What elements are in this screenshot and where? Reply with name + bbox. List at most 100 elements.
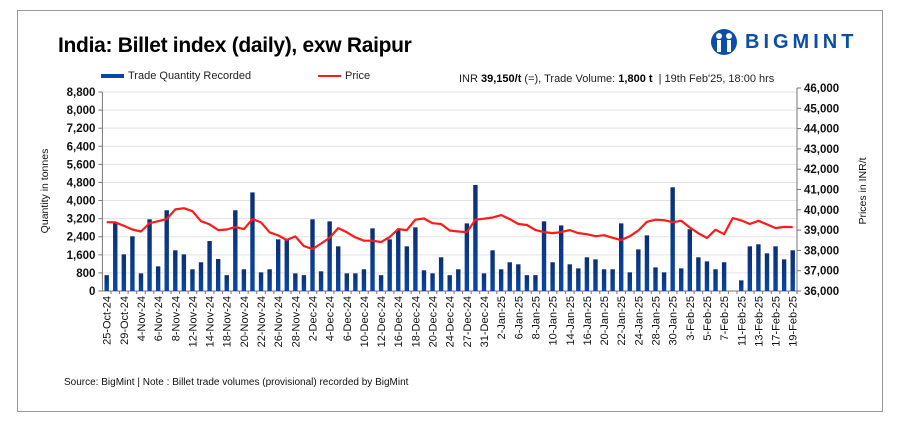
bar (773, 246, 778, 291)
x-tick-label: 12-Dec-24 (376, 296, 388, 347)
y2-tick-label: 36,000 (804, 286, 839, 298)
x-tick-label: 3-Feb-25 (685, 296, 697, 341)
bar (713, 269, 718, 291)
x-tick-label: 19-Feb-25 (788, 296, 800, 347)
info-price: 39,150/t (481, 73, 522, 85)
x-tick-label: 24-Dec-24 (445, 296, 457, 347)
bar (181, 254, 187, 291)
bar (627, 272, 632, 291)
bar (378, 275, 384, 291)
bigmint-logo-icon (711, 29, 737, 55)
bar (250, 192, 255, 291)
bar (481, 273, 487, 291)
bar (558, 225, 564, 291)
bar (447, 275, 452, 291)
bar (275, 239, 281, 291)
legend-swatch-line (318, 75, 341, 77)
bar (138, 273, 144, 291)
x-tick-label: 2-Jan-25 (496, 296, 508, 339)
legend-item-price: Price (318, 70, 370, 82)
bar (790, 250, 795, 291)
y2-axis-title: Prices in INR/t (857, 157, 869, 224)
y-tick-label: 800 (76, 268, 95, 280)
bar (396, 230, 401, 291)
bar (284, 239, 289, 291)
bar (550, 262, 555, 291)
x-tick-label: 22-Jan-25 (616, 296, 628, 346)
x-tick-label: 5-Feb-25 (702, 296, 714, 341)
bar (113, 222, 118, 291)
x-tick-label: 8-Jan-25 (530, 296, 542, 339)
bar (516, 264, 521, 291)
x-tick-label: 20-Dec-24 (428, 296, 440, 347)
bar (121, 254, 127, 291)
y2-tick-label: 42,000 (804, 164, 839, 176)
bar (310, 219, 315, 291)
bar (233, 210, 238, 291)
bar (524, 275, 530, 291)
bar (653, 267, 658, 291)
bar (301, 275, 307, 291)
bar (438, 257, 444, 291)
bar (361, 269, 367, 291)
y-axis-title: Quantity in tonnes (39, 149, 51, 234)
bar (430, 273, 435, 291)
bar (679, 268, 684, 291)
y2-tick-label: 43,000 (804, 144, 839, 156)
bar (610, 269, 615, 291)
bar (318, 271, 324, 291)
x-tick-label: 14-Nov-24 (205, 296, 217, 347)
y2-tick-label: 41,000 (804, 185, 839, 197)
info-change: (=), Trade Volume: (521, 73, 619, 85)
bar (533, 275, 538, 291)
y2-tick-label: 45,000 (804, 103, 839, 115)
bar (473, 184, 478, 291)
bar (173, 250, 178, 291)
info-prefix: INR (459, 73, 481, 85)
x-tick-label: 8-Nov-24 (170, 296, 182, 341)
x-tick-label: 7-Feb-25 (719, 296, 731, 341)
bar (541, 221, 547, 291)
bar (756, 244, 761, 291)
x-tick-label: 6-Dec-24 (342, 296, 354, 341)
bar (155, 266, 161, 291)
price-summary: INR 39,150/t (=), Trade Volume: 1,800 t … (459, 73, 774, 85)
bar (721, 262, 727, 291)
bar (353, 273, 358, 291)
x-tick-label: 27-Dec-24 (462, 296, 474, 347)
x-tick-label: 20-Nov-24 (239, 296, 251, 347)
info-date: | 19th Feb'25, 18:00 hrs (652, 73, 775, 85)
source-note: Source: BigMint | Note : Billet trade vo… (64, 377, 409, 388)
x-tick-label: 22-Nov-24 (256, 296, 268, 347)
bar (370, 228, 375, 291)
legend-label: Price (345, 70, 371, 82)
bar (293, 273, 298, 291)
x-tick-label: 16-Dec-24 (393, 296, 405, 347)
y-tick-label: 7,200 (67, 123, 96, 135)
bar (267, 269, 272, 291)
x-tick-label: 24-Jan-25 (633, 296, 645, 346)
bigmint-logo: BIGMINT (709, 28, 857, 56)
bar (387, 239, 392, 291)
legend-label: Trade Quantity Recorded (128, 70, 252, 82)
bar (404, 246, 410, 291)
bar (241, 269, 247, 291)
x-tick-label: 4-Nov-24 (136, 296, 148, 341)
x-tick-label: 17-Feb-25 (771, 296, 783, 347)
bar (636, 249, 641, 291)
y2-tick-label: 44,000 (804, 124, 839, 136)
bar (130, 236, 135, 291)
bar (619, 223, 624, 291)
y-tick-label: 2,400 (67, 232, 96, 244)
x-tick-label: 4-Dec-24 (325, 296, 337, 341)
y-tick-label: 6,400 (67, 141, 96, 153)
y-tick-label: 4,800 (67, 177, 96, 189)
bar (224, 275, 229, 291)
y2-tick-label: 39,000 (804, 225, 839, 237)
bar (198, 262, 204, 291)
legend-item-quantity: Trade Quantity Recorded (101, 70, 251, 82)
bar (764, 253, 770, 291)
x-tick-label: 10-Dec-24 (359, 296, 371, 347)
y2-tick-label: 40,000 (804, 205, 839, 217)
